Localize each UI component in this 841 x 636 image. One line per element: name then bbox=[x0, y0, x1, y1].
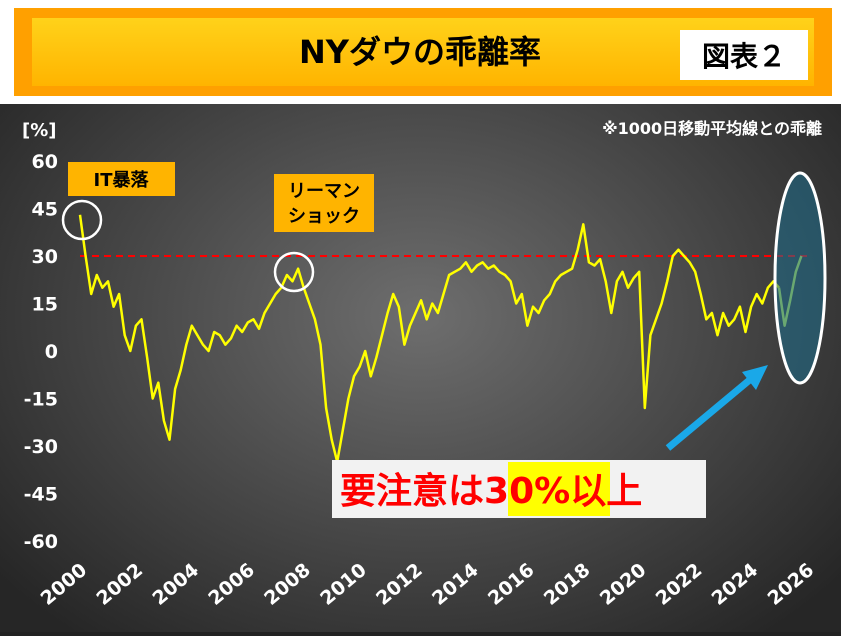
y-tick-label: -15 bbox=[24, 389, 58, 411]
warning: 要注意は30%以上 bbox=[340, 471, 642, 512]
y-tick-label: 0 bbox=[45, 341, 58, 363]
data-line bbox=[78, 214, 780, 464]
annotation: IT暴落 bbox=[94, 170, 150, 191]
warning-part: 以上 bbox=[570, 471, 642, 512]
chart-title: NYダウの乖離率 bbox=[299, 33, 541, 71]
label-box bbox=[68, 162, 175, 196]
label-box bbox=[274, 174, 374, 232]
y-tick-label: -45 bbox=[24, 484, 58, 506]
warning-highlight bbox=[508, 462, 610, 516]
warning-part: 要注意は bbox=[340, 471, 484, 512]
highlight-ellipse bbox=[773, 171, 827, 385]
y-tick-label: 60 bbox=[32, 151, 58, 173]
badge-box bbox=[680, 30, 808, 80]
y-tick-label: 30 bbox=[32, 246, 58, 268]
y-tick-label: -30 bbox=[24, 436, 58, 458]
highlight-circle bbox=[273, 251, 315, 293]
arrow-shaft bbox=[665, 375, 755, 451]
annotation: リーマン bbox=[288, 181, 360, 202]
badge: 図表２ bbox=[702, 40, 786, 73]
y-tick-label: 45 bbox=[32, 199, 58, 221]
note: ※1000日移動平均線との乖離 bbox=[602, 119, 822, 138]
highlight-circle bbox=[61, 199, 103, 241]
annotation: ショック bbox=[288, 206, 360, 227]
y-tick-label: -60 bbox=[24, 531, 58, 553]
y-axis-label: [%] bbox=[22, 120, 57, 141]
arrow-head bbox=[742, 365, 768, 390]
y-tick-label: 15 bbox=[32, 294, 58, 316]
warning-part: 30% bbox=[484, 471, 570, 512]
